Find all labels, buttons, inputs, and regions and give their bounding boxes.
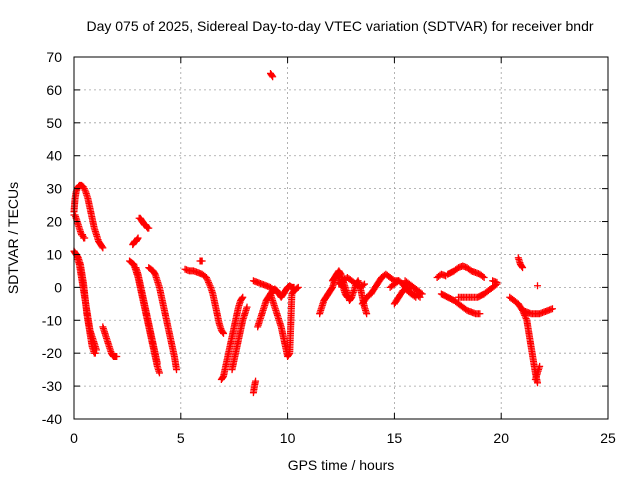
y-tick-label: -30 [42, 378, 62, 394]
data-point [418, 290, 426, 298]
data-point [203, 275, 211, 283]
data-point [363, 310, 371, 318]
data-point [202, 273, 210, 281]
data-point [536, 362, 544, 370]
y-tick-label: 50 [46, 115, 62, 131]
x-tick-label: 10 [280, 430, 296, 446]
data-point [239, 293, 247, 301]
data-point [173, 366, 181, 374]
x-tick-label: 15 [387, 430, 403, 446]
data-point [98, 243, 106, 251]
y-tick-label: -40 [42, 411, 62, 427]
x-tick-label: 5 [177, 430, 185, 446]
data-point [417, 289, 425, 297]
x-tick-label: 0 [70, 430, 78, 446]
data-point [479, 272, 487, 280]
data-point [269, 73, 277, 81]
data-point [113, 352, 121, 360]
data-point [219, 328, 227, 336]
plot-frame [73, 56, 609, 420]
data-point [480, 273, 488, 281]
data-points [70, 69, 556, 397]
data-point [220, 329, 228, 337]
y-tick-label: 0 [54, 279, 62, 295]
y-tick-label: 40 [46, 148, 62, 164]
data-point [153, 359, 161, 367]
data-point [476, 310, 484, 318]
x-tick-label: 25 [600, 430, 616, 446]
data-point [204, 277, 212, 285]
data-point [360, 280, 368, 288]
data-point [518, 263, 526, 271]
y-axis-label: SDTVAR / TECUs [5, 182, 21, 294]
chart-title: Day 075 of 2025, Sidereal Day-to-day VTE… [86, 18, 593, 34]
data-point [92, 346, 100, 354]
data-point [205, 280, 213, 288]
y-tick-label: -10 [42, 312, 62, 328]
data-point [268, 72, 276, 80]
data-point [198, 257, 206, 265]
data-point [493, 278, 501, 286]
data-point [548, 305, 556, 313]
y-tick-label: 20 [46, 214, 62, 230]
data-point [99, 244, 107, 252]
y-tick-label: 70 [46, 49, 62, 65]
y-tick-label: 60 [46, 82, 62, 98]
data-point [205, 278, 213, 286]
y-tick-label: 30 [46, 181, 62, 197]
y-tick-label: 10 [46, 246, 62, 262]
data-point [519, 264, 527, 272]
data-point [359, 281, 367, 289]
data-point [410, 292, 418, 300]
data-point [293, 284, 301, 292]
data-point [238, 294, 246, 302]
data-point [81, 186, 89, 194]
data-point [252, 377, 260, 385]
data-point [134, 234, 142, 242]
data-point [294, 283, 302, 291]
data-point [155, 369, 163, 377]
axis-ticks: 0 5 10 15 20 25 -40 -30 -20 -10 0 10 20 30 40 50 60 70 [42, 49, 616, 446]
data-point [534, 282, 542, 290]
data-point [522, 315, 530, 323]
x-tick-label: 20 [493, 430, 509, 446]
data-point [243, 303, 251, 311]
data-point [80, 183, 88, 191]
x-axis-label: GPS time / hours [288, 457, 395, 473]
y-tick-label: -20 [42, 345, 62, 361]
data-point [412, 293, 420, 301]
data-point [81, 234, 89, 242]
data-point [80, 185, 88, 193]
data-point [145, 224, 153, 232]
data-point [206, 282, 214, 290]
